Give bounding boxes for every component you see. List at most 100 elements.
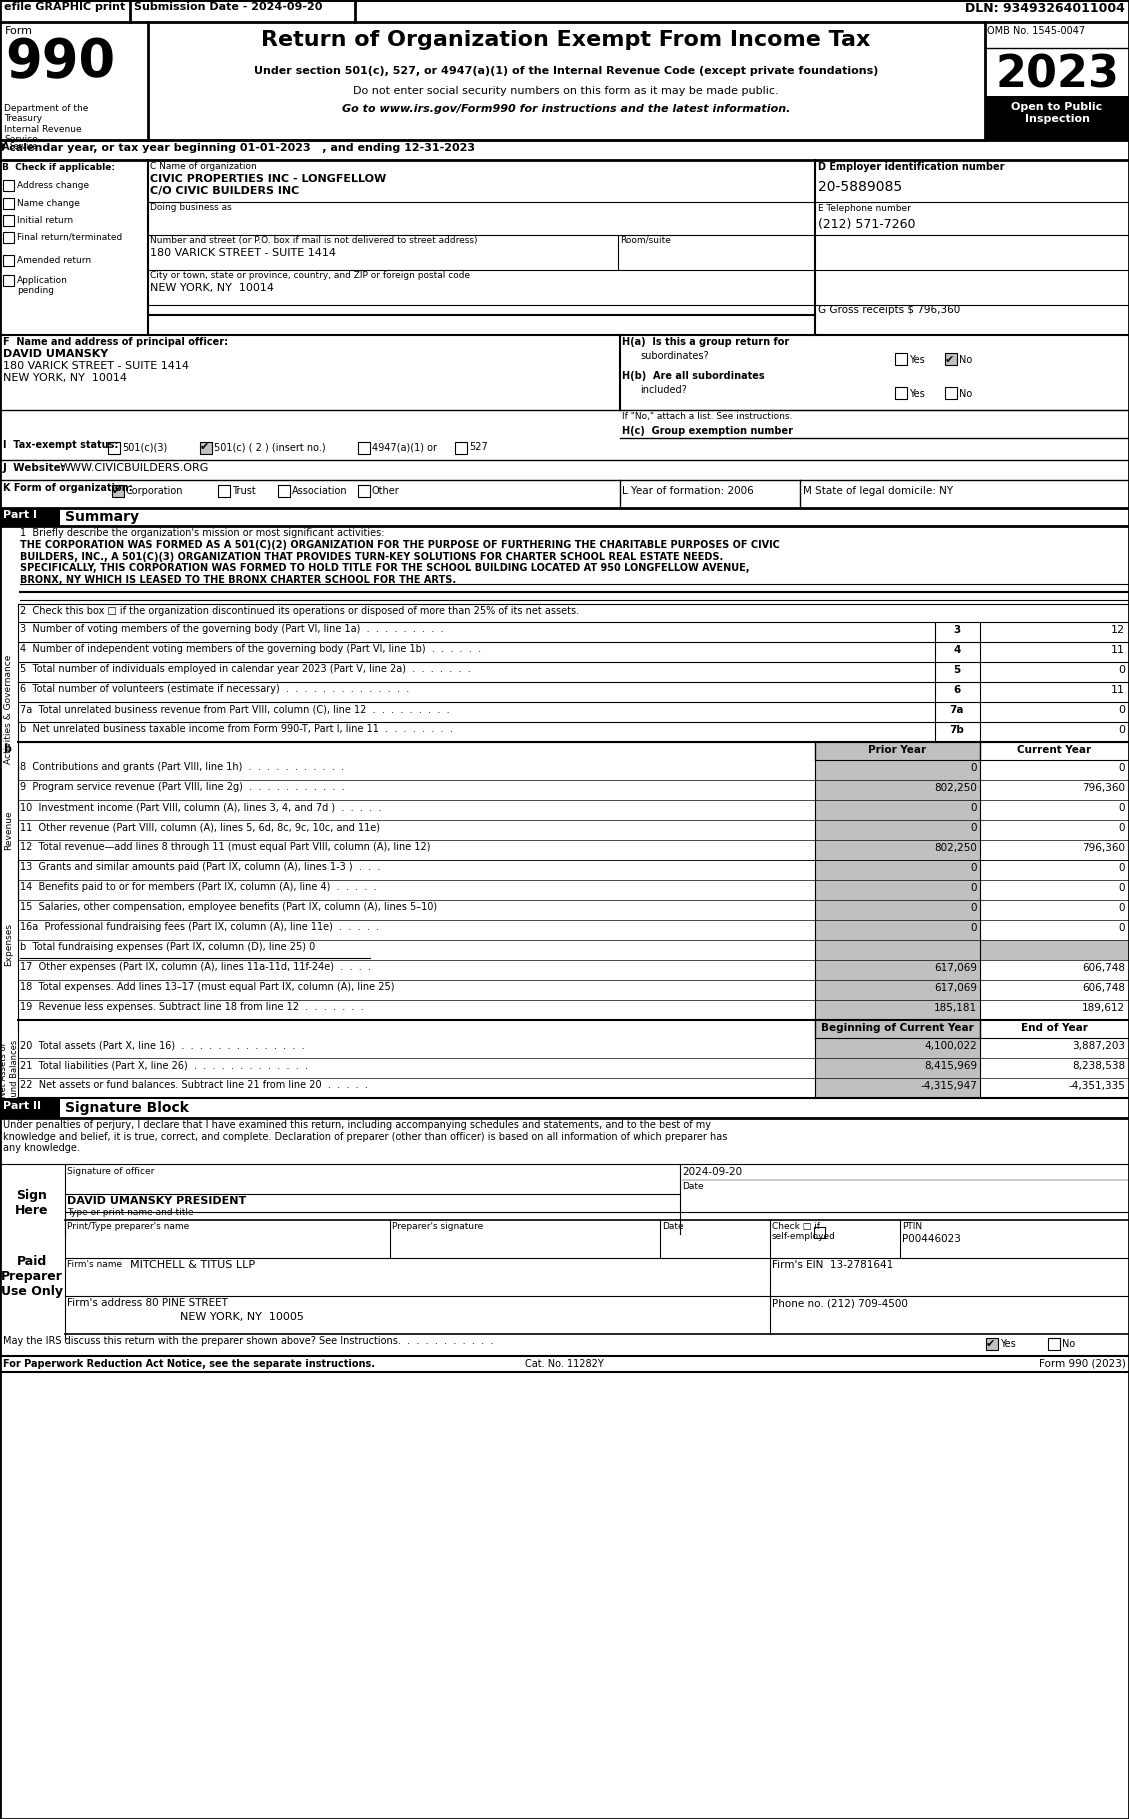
Text: 13  Grants and similar amounts paid (Part IX, column (A), lines 1-3 )  .  .  .: 13 Grants and similar amounts paid (Part… (20, 862, 380, 871)
Text: THE CORPORATION WAS FORMED AS A 501(C)(2) ORGANIZATION FOR THE PURPOSE OF FURTHE: THE CORPORATION WAS FORMED AS A 501(C)(2… (20, 540, 780, 584)
Bar (935, 682, 980, 702)
Text: Other: Other (371, 486, 400, 497)
Bar (815, 940, 980, 960)
Text: No: No (959, 355, 972, 366)
Bar (200, 442, 212, 455)
Text: Under penalties of perjury, I declare that I have examined this return, includin: Under penalties of perjury, I declare th… (3, 1121, 727, 1153)
Text: 0: 0 (971, 822, 977, 833)
Text: Part II: Part II (3, 1100, 41, 1111)
Text: 2023: 2023 (995, 55, 1119, 96)
Bar (895, 353, 907, 366)
Text: 5: 5 (953, 666, 961, 675)
Bar (986, 1339, 998, 1350)
Text: -4,315,947: -4,315,947 (920, 1080, 977, 1091)
Bar (815, 1079, 980, 1099)
Bar (980, 1020, 1129, 1039)
Text: 189,612: 189,612 (1082, 1002, 1124, 1013)
Text: 0: 0 (971, 902, 977, 913)
Text: Phone no. (212) 709-4500: Phone no. (212) 709-4500 (772, 1299, 908, 1308)
Text: Net Assets or
Fund Balances: Net Assets or Fund Balances (0, 1039, 19, 1100)
Bar (815, 900, 980, 920)
Text: 3: 3 (953, 626, 961, 635)
Text: 501(c) ( 2 ) (insert no.): 501(c) ( 2 ) (insert no.) (215, 442, 325, 451)
Text: b: b (3, 744, 11, 755)
Text: I  Tax-exempt status:: I Tax-exempt status: (3, 440, 119, 449)
Text: 0: 0 (971, 802, 977, 813)
Text: Activities & Governance: Activities & Governance (5, 655, 14, 764)
Text: 180 VARICK STREET - SUITE 1414: 180 VARICK STREET - SUITE 1414 (3, 360, 189, 371)
Text: Expenses: Expenses (5, 924, 14, 966)
Text: Name change: Name change (17, 198, 80, 207)
Bar (984, 22, 1129, 140)
Text: Firm's EIN  13-2781641: Firm's EIN 13-2781641 (772, 1261, 893, 1270)
Text: 0: 0 (1119, 802, 1124, 813)
Bar (3, 255, 14, 266)
Bar (815, 800, 980, 820)
Text: 5  Total number of individuals employed in calendar year 2023 (Part V, line 2a) : 5 Total number of individuals employed i… (20, 664, 471, 675)
Text: 796,360: 796,360 (1082, 842, 1124, 853)
Text: 796,360: 796,360 (1082, 782, 1124, 793)
Text: ✔: ✔ (112, 486, 122, 497)
Text: Current Year: Current Year (1017, 746, 1091, 755)
Text: Open to Public
Inspection: Open to Public Inspection (1012, 102, 1103, 124)
Bar (0, 508, 60, 526)
Text: 21  Total liabilities (Part X, line 26)  .  .  .  .  .  .  .  .  .  .  .  .  .: 21 Total liabilities (Part X, line 26) .… (20, 1060, 308, 1070)
Text: For the 2023 calendar year, or tax year beginning 01-01-2023   , and ending 12-3: For the 2023 calendar year, or tax year … (0, 144, 474, 153)
Bar (815, 760, 980, 780)
Text: 2024-09-20: 2024-09-20 (682, 1168, 742, 1177)
Text: 802,250: 802,250 (934, 782, 977, 793)
Text: ✔: ✔ (986, 1339, 996, 1350)
Text: 6  Total number of volunteers (estimate if necessary)  .  .  .  .  .  .  .  .  .: 6 Total number of volunteers (estimate i… (20, 684, 409, 695)
Text: 3,887,203: 3,887,203 (1073, 1040, 1124, 1051)
Text: 7a  Total unrelated business revenue from Part VIII, column (C), line 12  .  .  : 7a Total unrelated business revenue from… (20, 704, 449, 715)
Bar (278, 486, 290, 497)
Text: Paid
Preparer
Use Only: Paid Preparer Use Only (1, 1255, 63, 1299)
Bar (815, 860, 980, 880)
Text: H(a)  Is this a group return for: H(a) Is this a group return for (622, 337, 789, 347)
Bar (815, 840, 980, 860)
Bar (815, 820, 980, 840)
Text: 4,100,022: 4,100,022 (925, 1040, 977, 1051)
Bar (815, 920, 980, 940)
Text: 11: 11 (1111, 646, 1124, 655)
Text: Under section 501(c), 527, or 4947(a)(1) of the Internal Revenue Code (except pr: Under section 501(c), 527, or 4947(a)(1)… (254, 65, 878, 76)
Text: E Telephone number: E Telephone number (819, 204, 911, 213)
Text: 0: 0 (1118, 726, 1124, 735)
Text: P00446023: P00446023 (902, 1233, 961, 1244)
Bar (980, 742, 1129, 760)
Bar (815, 880, 980, 900)
Text: Print/Type preparer's name: Print/Type preparer's name (67, 1222, 190, 1231)
Bar (0, 0, 1129, 22)
Bar (815, 1000, 980, 1020)
Text: 2  Check this box □ if the organization discontinued its operations or disposed : 2 Check this box □ if the organization d… (20, 606, 579, 617)
Text: Part I: Part I (3, 509, 37, 520)
Text: Firm's name: Firm's name (67, 1261, 122, 1270)
Text: 9  Program service revenue (Part VIII, line 2g)  .  .  .  .  .  .  .  .  .  .  .: 9 Program service revenue (Part VIII, li… (20, 782, 344, 791)
Text: Address change: Address change (17, 182, 89, 189)
Text: May the IRS discuss this return with the preparer shown above? See Instructions.: May the IRS discuss this return with the… (3, 1335, 493, 1346)
Bar (935, 722, 980, 742)
Text: Revenue: Revenue (5, 809, 14, 849)
Bar (358, 442, 370, 455)
Text: G Gross receipts $ 796,360: G Gross receipts $ 796,360 (819, 306, 961, 315)
Text: subordinates?: subordinates? (640, 351, 709, 360)
Text: No: No (959, 389, 972, 398)
Text: Preparer's signature: Preparer's signature (392, 1222, 483, 1231)
Bar (935, 702, 980, 722)
Bar (358, 486, 370, 497)
Text: Submission Date - 2024-09-20: Submission Date - 2024-09-20 (134, 2, 323, 13)
Text: Signature of officer: Signature of officer (67, 1168, 155, 1177)
Text: 0: 0 (1119, 922, 1124, 933)
Text: 7a: 7a (949, 706, 964, 715)
Text: M State of legal domicile: NY: M State of legal domicile: NY (803, 486, 953, 497)
Bar (815, 742, 980, 760)
Text: 8,238,538: 8,238,538 (1071, 1060, 1124, 1071)
Text: 0: 0 (1118, 666, 1124, 675)
Bar (0, 1020, 18, 1121)
Text: End of Year: End of Year (1021, 1022, 1087, 1033)
Text: Initial return: Initial return (17, 216, 73, 226)
Text: 0: 0 (1119, 762, 1124, 773)
Text: 4: 4 (953, 646, 961, 655)
Text: Check □ if
self-employed: Check □ if self-employed (772, 1222, 835, 1241)
Text: 180 VARICK STREET - SUITE 1414: 180 VARICK STREET - SUITE 1414 (150, 247, 336, 258)
